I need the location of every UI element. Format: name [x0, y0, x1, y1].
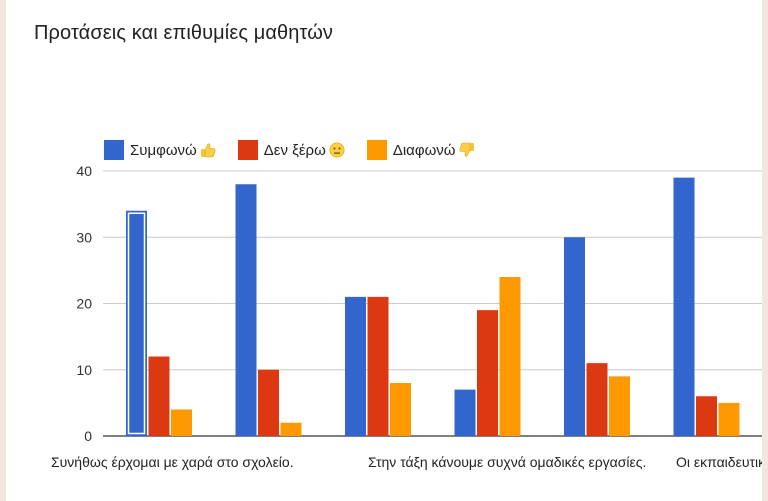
bar[interactable]	[235, 184, 257, 436]
x-category-label: Συνήθως έρχομαι με χαρά στο σχολείο.	[51, 454, 294, 470]
x-category-label: Οι εκπαιδευτικ	[676, 454, 762, 470]
bar[interactable]	[171, 409, 192, 437]
bar[interactable]	[696, 396, 717, 436]
legend-swatch-dont-know	[237, 140, 258, 160]
chart-legend: Συμφωνώ Δεν ξέρω Διαφωνώ	[104, 140, 497, 160]
bar-selection-outline	[127, 212, 146, 435]
bar[interactable]	[390, 383, 411, 436]
y-tick-label: 10	[76, 362, 92, 378]
bar[interactable]	[673, 177, 695, 436]
bar-chart: 0 10 20 30 40 Συνήθως έρχομαι με χαρά στο σχο…	[51, 163, 762, 470]
neutral-face-icon	[329, 142, 345, 158]
bar[interactable]	[367, 296, 389, 436]
legend-swatch-agree	[104, 140, 124, 160]
y-tick-label: 40	[76, 163, 92, 179]
bar[interactable]	[718, 402, 740, 436]
x-category-label: Στην τάξη κάνουμε συχνά ομαδικές εργασίε…	[368, 454, 646, 470]
chart-title: Προτάσεις και επιθυμίες μαθητών	[34, 22, 334, 44]
legend-label-disagree: Διαφωνώ	[392, 141, 456, 159]
legend-label-agree: Συμφωνώ	[130, 141, 197, 159]
bar[interactable]	[477, 310, 498, 436]
bar[interactable]	[564, 237, 585, 436]
chart-card: Προτάσεις και επιθυμίες μαθητών Συμφωνώ …	[6, 0, 762, 501]
legend-label-dont-know: Δεν ξέρω	[263, 141, 326, 159]
bar[interactable]	[148, 356, 170, 437]
bar[interactable]	[126, 210, 147, 436]
y-tick-label: 20	[76, 296, 92, 312]
bar[interactable]	[258, 369, 279, 436]
bar[interactable]	[280, 422, 302, 436]
legend-item-agree[interactable]: Συμφωνώ	[104, 140, 216, 160]
legend-swatch-disagree	[366, 140, 387, 160]
legend-item-dont-know[interactable]: Δεν ξέρω	[237, 140, 345, 160]
thumbs-up-icon	[200, 143, 216, 158]
y-tick-label: 30	[76, 229, 92, 245]
bar[interactable]	[609, 376, 630, 436]
thumbs-down-icon	[459, 142, 474, 157]
legend-item-disagree[interactable]: Διαφωνώ	[366, 140, 475, 160]
y-tick-label: 0	[84, 428, 92, 444]
bar[interactable]	[454, 389, 476, 436]
bar[interactable]	[499, 277, 521, 436]
bar[interactable]	[586, 363, 608, 436]
bar[interactable]	[345, 296, 366, 436]
